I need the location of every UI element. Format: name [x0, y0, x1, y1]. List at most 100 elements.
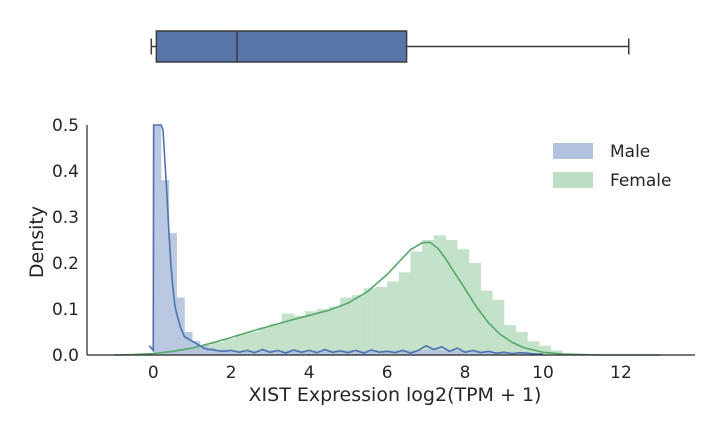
- legend: Male Female: [553, 142, 671, 191]
- male-hist-bar: [355, 350, 365, 355]
- female-hist-bar: [375, 286, 388, 355]
- legend-label-female: Female: [610, 171, 671, 191]
- x-tick-label: 10: [532, 363, 554, 383]
- female-hist-bar: [457, 249, 470, 355]
- male-hist-bar: [285, 350, 294, 355]
- male-hist-bar: [223, 349, 232, 355]
- female-hist-bar: [305, 311, 318, 355]
- female-hist-bar: [445, 240, 458, 355]
- male-hist-bar: [418, 350, 427, 355]
- male-hist-bar: [277, 350, 287, 355]
- male-hist-bar: [449, 350, 458, 355]
- female-hist-bar: [270, 323, 283, 355]
- female-hist-bar: [433, 235, 446, 355]
- x-tick-label: 6: [382, 363, 393, 383]
- female-hist-bar: [281, 313, 294, 355]
- female-hist-bar: [480, 290, 493, 355]
- male-kde-line: [148, 124, 543, 355]
- male-hist-bar: [324, 350, 333, 355]
- male-hist-bar: [200, 345, 209, 355]
- female-hist-bar: [363, 288, 376, 355]
- male-hist-bar: [394, 350, 403, 355]
- female-hist-bar: [235, 334, 248, 355]
- male-hist-bar: [301, 350, 310, 355]
- y-tick-label: 0.2: [52, 254, 79, 274]
- density-panel: 0 2 4 6 8 10 12 0.0 0.1 0.2 0.3 0.4 0.5 XIST Expres…: [26, 116, 695, 406]
- female-hist-bar: [539, 345, 552, 355]
- male-hist-bar: [161, 180, 170, 355]
- female-hist-bar: [387, 281, 400, 355]
- male-hist-bar: [433, 349, 442, 355]
- female-hist-bar: [293, 315, 306, 355]
- male-hist-bar: [504, 352, 513, 355]
- boxplot-panel: [150, 30, 630, 63]
- female-hist-bar: [340, 297, 353, 355]
- female-hist-bar: [246, 332, 259, 355]
- male-hist-bar: [472, 350, 481, 355]
- box-iqr: [155, 30, 408, 63]
- male-hist-bar: [316, 350, 326, 355]
- male-hist-bar: [371, 350, 380, 355]
- male-hist-bar: [457, 350, 466, 355]
- y-tick-label: 0.1: [52, 300, 79, 320]
- female-kde-line: [114, 241, 660, 356]
- male-hist-bar: [246, 350, 255, 355]
- x-tick-labels: 0 2 4 6 8 10 12: [148, 363, 632, 383]
- male-hist-bar: [519, 353, 528, 355]
- male-hist-bar: [231, 350, 240, 355]
- y-axis-label: Density: [26, 206, 48, 278]
- male-hist-bar: [293, 350, 302, 355]
- legend-swatch-female: [553, 172, 593, 188]
- male-hist-bar: [239, 350, 248, 355]
- female-hist-bar: [211, 342, 224, 355]
- y-tick-label: 0.3: [52, 208, 79, 228]
- male-hist-bar: [480, 351, 489, 355]
- male-hist-bar: [332, 350, 341, 355]
- x-tick-label: 4: [304, 363, 315, 383]
- male-hist-bar: [254, 350, 263, 355]
- female-hist-bar: [410, 251, 423, 355]
- y-tick-label: 0.0: [52, 346, 79, 366]
- female-hist-bar: [492, 299, 505, 355]
- male-hist-bar: [496, 352, 505, 355]
- female-hist-bar: [328, 306, 341, 355]
- male-hist-bar: [340, 350, 349, 355]
- male-hist-bar: [270, 350, 279, 355]
- legend-swatch-male: [553, 143, 593, 159]
- female-hist-bar: [258, 327, 271, 355]
- x-tick-label: 8: [460, 363, 471, 383]
- female-hist-bar: [223, 338, 236, 355]
- male-hist-bar: [348, 350, 357, 355]
- female-hist-bar: [550, 350, 563, 355]
- x-tick-label: 0: [148, 363, 159, 383]
- male-hist-bar: [363, 350, 372, 355]
- legend-label-male: Male: [610, 142, 650, 162]
- male-hist-bar: [215, 349, 224, 355]
- male-hist-bar: [402, 350, 411, 355]
- male-hist-bar: [207, 348, 216, 355]
- x-tick-label: 12: [610, 363, 632, 383]
- female-hist-bar: [527, 341, 540, 355]
- female-hist-bar: [468, 263, 481, 355]
- male-hist-bar: [192, 341, 201, 355]
- male-hist-bar: [488, 352, 497, 355]
- x-axis-label: XIST Expression log2(TPM + 1): [249, 384, 542, 406]
- y-tick-labels: 0.0 0.1 0.2 0.3 0.4 0.5: [52, 116, 79, 366]
- male-hist-bar: [379, 350, 388, 355]
- male-hist-bar: [184, 332, 193, 355]
- female-hist-bar: [316, 309, 329, 355]
- male-hist-bar: [262, 350, 271, 355]
- male-hist-bar: [410, 350, 419, 355]
- male-hist-bar: [441, 350, 450, 355]
- female-hist-bar: [352, 295, 365, 355]
- x-tick-label: 2: [226, 363, 237, 383]
- male-hist-bar: [426, 349, 435, 355]
- male-hist-bar: [309, 350, 318, 355]
- female-hist-bar: [398, 272, 411, 355]
- male-hist-bar: [465, 350, 474, 355]
- y-tick-label: 0.4: [52, 162, 79, 182]
- female-hist-bar: [515, 332, 528, 355]
- male-hist-bar: [153, 125, 162, 355]
- male-hist-bar: [511, 353, 520, 355]
